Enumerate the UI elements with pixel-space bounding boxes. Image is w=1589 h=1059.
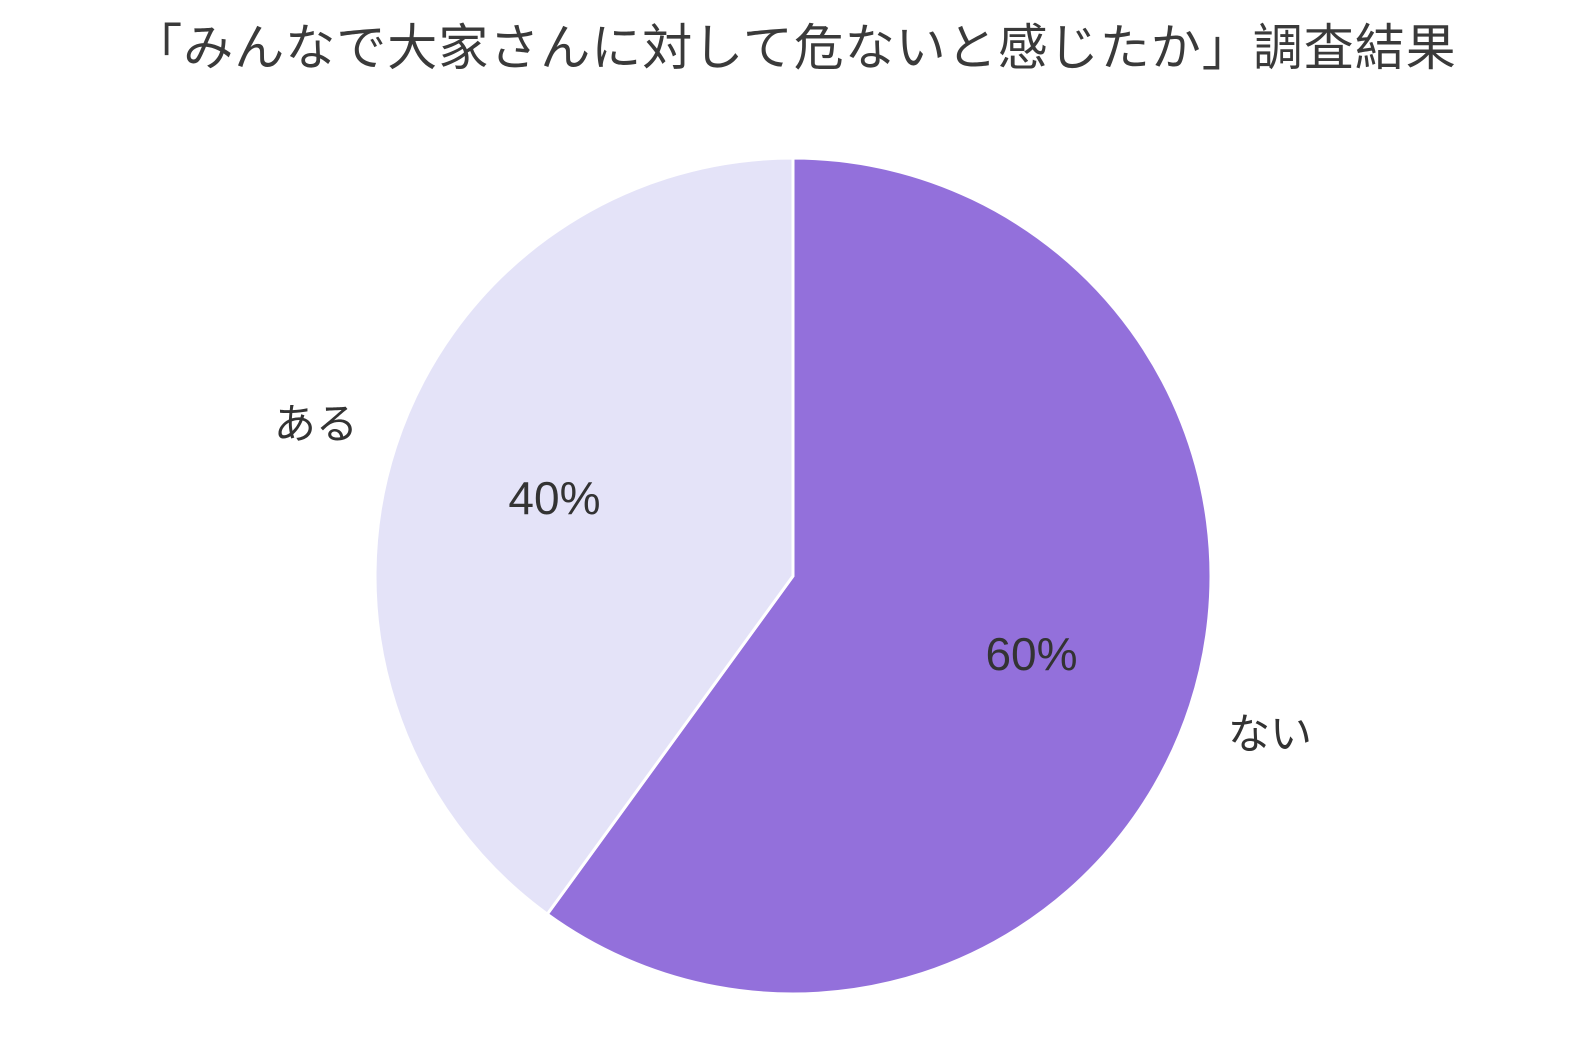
pie-percent-label-ない: 60%: [985, 627, 1078, 680]
pie-category-label-ある: ある: [273, 400, 358, 448]
pie-slice-ない: [545, 156, 1213, 996]
pie-category-label-ない: ない: [1228, 710, 1313, 758]
chart-title: 「みんなで大家さんに対して危ないと感じたか」調査結果: [132, 20, 1457, 76]
pie-slice-ある: [373, 156, 795, 916]
pie-percent-label-ある: 40%: [508, 472, 601, 525]
